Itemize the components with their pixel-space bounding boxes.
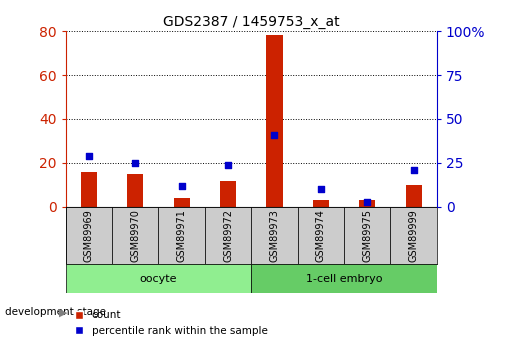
Bar [159,207,205,265]
Bar [313,200,329,207]
Title: GDS2387 / 1459753_x_at: GDS2387 / 1459753_x_at [163,14,339,29]
Point [410,167,418,173]
Bar [81,172,97,207]
Point [270,132,278,138]
Point [131,160,139,166]
Bar [66,265,251,293]
Text: GSM89975: GSM89975 [362,209,372,262]
Bar [359,200,375,207]
Bar [297,207,344,265]
Text: ▶: ▶ [59,307,68,317]
Bar [251,265,437,293]
Text: GSM89999: GSM89999 [409,209,419,262]
Bar [127,174,143,207]
Bar [406,185,422,207]
Text: GSM89973: GSM89973 [270,209,279,262]
Bar [251,207,297,265]
Text: GSM89974: GSM89974 [316,209,326,262]
Point [363,199,371,204]
Text: GSM89970: GSM89970 [130,209,140,262]
Legend: count, percentile rank within the sample: count, percentile rank within the sample [71,306,272,340]
Bar [390,207,437,265]
Bar [220,180,236,207]
Point [85,153,93,159]
Text: GSM89971: GSM89971 [177,209,187,262]
Text: GSM89972: GSM89972 [223,209,233,262]
Bar [205,207,251,265]
Text: development stage: development stage [5,307,106,317]
Point [178,183,186,189]
Text: oocyte: oocyte [140,274,177,284]
Bar [344,207,390,265]
Point [317,187,325,192]
Text: 1-cell embryo: 1-cell embryo [306,274,382,284]
Bar [174,198,190,207]
Bar [112,207,159,265]
Bar [66,207,112,265]
Point [224,162,232,167]
Bar [266,36,283,207]
Text: GSM89969: GSM89969 [84,209,94,262]
